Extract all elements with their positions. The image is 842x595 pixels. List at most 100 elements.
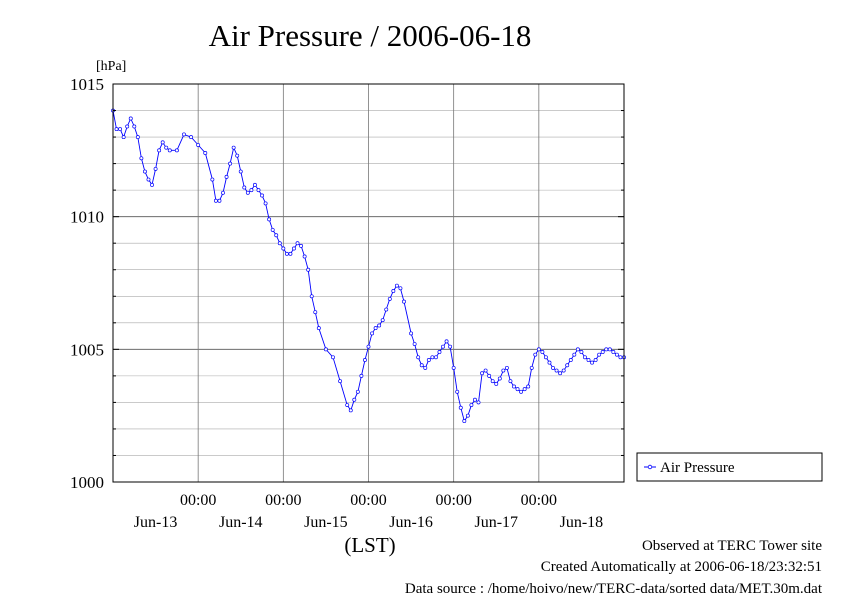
data-point bbox=[586, 357, 591, 362]
data-point bbox=[338, 379, 343, 384]
data-point bbox=[611, 350, 616, 354]
data-point bbox=[167, 148, 172, 153]
y-axis-unit-label: [hPa] bbox=[96, 59, 126, 74]
data-point bbox=[480, 371, 485, 376]
data-point bbox=[529, 365, 534, 370]
data-point bbox=[238, 169, 243, 174]
data-point bbox=[402, 299, 406, 304]
data-point bbox=[512, 384, 516, 389]
data-point bbox=[373, 326, 378, 331]
x-time-tick-label: 00:00 bbox=[350, 492, 386, 509]
data-point bbox=[398, 286, 403, 291]
data-point bbox=[448, 344, 453, 349]
data-point bbox=[242, 185, 247, 190]
observed-note: Observed at TERC Tower site bbox=[642, 538, 822, 554]
data-point bbox=[281, 246, 286, 251]
data-point bbox=[426, 357, 431, 362]
data-point bbox=[490, 379, 495, 384]
data-point bbox=[394, 283, 399, 288]
data-point bbox=[391, 289, 396, 293]
data-point bbox=[409, 331, 414, 336]
plot-frame bbox=[112, 83, 625, 483]
data-point bbox=[363, 357, 367, 362]
data-point bbox=[345, 403, 350, 408]
data-point bbox=[355, 389, 360, 394]
data-point bbox=[309, 294, 314, 299]
data-point bbox=[437, 350, 442, 354]
data-point bbox=[597, 352, 602, 357]
data-point bbox=[600, 350, 605, 354]
data-point bbox=[370, 331, 374, 336]
data-point bbox=[316, 326, 321, 331]
data-point bbox=[210, 177, 215, 182]
data-point bbox=[607, 347, 612, 352]
data-point bbox=[366, 344, 371, 349]
data-point bbox=[267, 217, 272, 222]
data-point bbox=[196, 143, 201, 147]
data-point bbox=[121, 135, 126, 140]
data-point bbox=[547, 360, 552, 365]
legend-marker-swatch bbox=[647, 464, 653, 470]
data-point bbox=[142, 169, 147, 174]
data-point bbox=[125, 124, 130, 129]
data-point bbox=[579, 350, 584, 354]
data-point bbox=[497, 376, 502, 381]
data-point bbox=[380, 318, 385, 323]
data-point bbox=[583, 355, 587, 360]
data-point bbox=[182, 132, 186, 137]
data-point bbox=[132, 124, 137, 129]
data-point bbox=[260, 193, 264, 198]
data-point bbox=[203, 151, 208, 155]
x-day-tick-label: Jun-15 bbox=[304, 514, 348, 531]
data-point bbox=[451, 365, 456, 370]
data-point bbox=[494, 381, 499, 386]
data-point bbox=[593, 357, 598, 362]
data-point bbox=[114, 127, 119, 132]
grid-lines bbox=[113, 84, 624, 482]
data-point bbox=[295, 241, 300, 246]
data-point bbox=[590, 360, 595, 365]
x-day-tick-label: Jun-18 bbox=[560, 514, 604, 531]
data-point bbox=[213, 198, 218, 203]
data-point bbox=[540, 350, 545, 354]
data-point bbox=[501, 368, 506, 373]
data-point bbox=[231, 145, 236, 150]
data-point bbox=[465, 413, 470, 418]
x-time-tick-label: 00:00 bbox=[435, 492, 471, 509]
data-point bbox=[277, 241, 282, 246]
data-point bbox=[128, 116, 133, 121]
data-point bbox=[189, 135, 194, 140]
data-point bbox=[504, 365, 509, 370]
data-point bbox=[572, 352, 577, 357]
data-point bbox=[284, 251, 289, 256]
data-point bbox=[423, 365, 428, 370]
y-tick-label: 1005 bbox=[70, 340, 104, 359]
data-point bbox=[565, 363, 570, 368]
data-point bbox=[441, 344, 445, 349]
data-point bbox=[543, 355, 548, 360]
data-point bbox=[313, 310, 318, 315]
data-point bbox=[299, 243, 304, 248]
data-point bbox=[387, 296, 392, 301]
data-point bbox=[217, 198, 222, 203]
data-point bbox=[533, 352, 538, 357]
data-point bbox=[416, 355, 421, 360]
data-source-note: Data source : /home/hoivo/new/TERC-data/… bbox=[405, 581, 823, 595]
y-tick-label: 1010 bbox=[70, 208, 104, 227]
data-point bbox=[139, 156, 144, 161]
data-point bbox=[150, 182, 154, 187]
x-time-tick-label: 00:00 bbox=[180, 492, 216, 509]
legend: Air Pressure bbox=[636, 452, 823, 482]
chart-title: Air Pressure / 2006-06-18 bbox=[209, 18, 532, 53]
x-day-tick-label: Jun-13 bbox=[134, 514, 178, 531]
data-point bbox=[323, 347, 328, 352]
data-point bbox=[135, 135, 140, 140]
legend-label: Air Pressure bbox=[660, 460, 735, 476]
x-time-tick-label: 00:00 bbox=[521, 492, 557, 509]
x-time-tick-label: 00:00 bbox=[265, 492, 301, 509]
data-point bbox=[462, 419, 467, 423]
data-point bbox=[118, 127, 123, 132]
data-point bbox=[352, 397, 357, 402]
